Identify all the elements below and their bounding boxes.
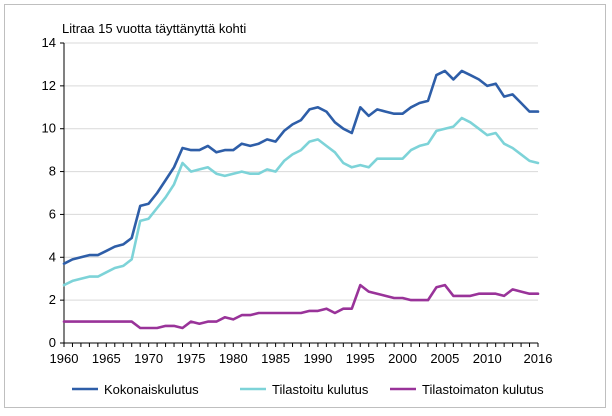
axes: [60, 42, 539, 347]
x-tick-label: 1960: [50, 351, 79, 366]
x-tick-label: 2000: [388, 351, 417, 366]
series-lines: [62, 69, 540, 330]
x-tick-label: 1990: [303, 351, 332, 366]
x-tick-label: 1965: [92, 351, 121, 366]
x-tick-label: 1995: [346, 351, 375, 366]
y-axis-label: Litraa 15 vuotta täyttänyttä kohti: [62, 21, 246, 36]
legend-label: Tilastoimaton kulutus: [422, 382, 544, 397]
legend-label: Tilastoitu kulutus: [272, 382, 369, 397]
y-tick-label: 10: [42, 121, 56, 136]
y-tick-label: 6: [49, 206, 56, 221]
y-tick-labels: 0 2 4 6 8 10 12 14: [42, 35, 56, 350]
x-tick-labels: 1960 1965 1970 1975 1980 1985 1990 1995 2000 2005…: [50, 351, 553, 366]
series-line-2: [62, 116, 540, 287]
legend: Kokonaiskulutus Tilastoitu kulutus Tilasto…: [72, 382, 544, 397]
y-tick-label: 0: [49, 335, 56, 350]
x-tick-label: 1975: [177, 351, 206, 366]
x-tick-label: 2010: [473, 351, 502, 366]
y-tick-label: 2: [49, 292, 56, 307]
y-tick-label: 4: [49, 249, 56, 264]
x-tick-label: 2016: [524, 351, 553, 366]
x-tick-label: 1980: [219, 351, 248, 366]
x-tick-label: 1985: [261, 351, 290, 366]
x-tick-label: 2005: [430, 351, 459, 366]
series-line-3: [62, 283, 540, 330]
y-tick-label: 14: [42, 35, 56, 50]
legend-label: Kokonaiskulutus: [104, 382, 199, 397]
series-line-1: [62, 69, 540, 266]
x-tick-label: 1970: [134, 351, 163, 366]
y-tick-label: 8: [49, 164, 56, 179]
y-tick-label: 12: [42, 78, 56, 93]
gridlines: [64, 42, 538, 301]
chart-frame: [4, 4, 606, 408]
